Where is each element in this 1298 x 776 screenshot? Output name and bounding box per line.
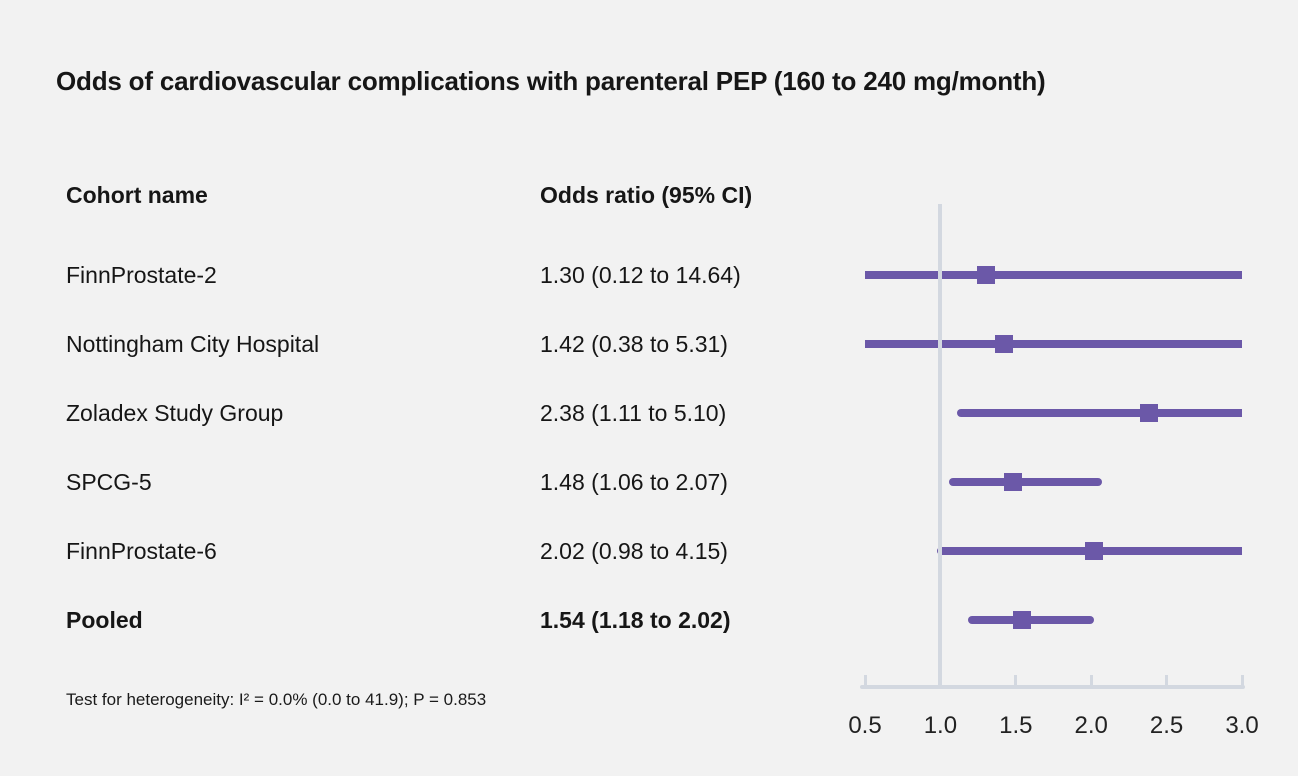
- odds-ratio-marker: [976, 266, 995, 284]
- pooled-estimate-marker: [1012, 611, 1031, 629]
- axis-tick-label: 2.5: [1149, 712, 1184, 739]
- confidence-interval-line: [949, 478, 1102, 486]
- odds-ratio-marker: [1085, 542, 1104, 560]
- x-axis-baseline: [860, 685, 1245, 689]
- axis-tick-mark: [1165, 675, 1169, 686]
- axis-tick-mark: [1014, 675, 1018, 686]
- axis-tick-label: 0.5: [848, 712, 882, 739]
- confidence-interval-line: [956, 409, 1242, 417]
- cohort-name: SPCG-5: [66, 469, 152, 495]
- axis-tick-label: 1.5: [999, 712, 1033, 739]
- axis-tick-label: 1.0: [923, 712, 958, 739]
- cohort-name: FinnProstate-2: [66, 262, 217, 288]
- odds-ratio-value: 1.48 (1.06 to 2.07): [540, 469, 728, 495]
- odds-ratio-value: 1.30 (0.12 to 14.64): [540, 262, 741, 288]
- column-header-cohort: Cohort name: [66, 182, 208, 208]
- column-header-odds-ratio: Odds ratio (95% CI): [540, 182, 753, 208]
- confidence-interval-line: [865, 271, 1242, 279]
- odds-ratio-value: 2.02 (0.98 to 4.15): [540, 538, 728, 564]
- cohort-name: Nottingham City Hospital: [66, 331, 320, 357]
- odds-ratio-marker: [1139, 404, 1158, 422]
- cohort-name: Zoladex Study Group: [66, 400, 284, 426]
- axis-tick-mark: [1089, 675, 1093, 686]
- axis-tick-mark: [863, 675, 867, 686]
- figure-title: Odds of cardiovascular complications wit…: [56, 66, 1046, 96]
- odds-ratio-value: 1.42 (0.38 to 5.31): [540, 331, 728, 357]
- reference-line: [938, 204, 943, 686]
- heterogeneity-footnote: Test for heterogeneity: I² = 0.0% (0.0 t…: [66, 690, 487, 709]
- axis-tick-label: 2.0: [1074, 712, 1108, 739]
- axis-tick-label: 3.0: [1225, 712, 1259, 739]
- cohort-name: Pooled: [66, 607, 143, 633]
- cohort-name: FinnProstate-6: [66, 538, 217, 564]
- confidence-interval-line: [967, 616, 1095, 624]
- odds-ratio-marker: [1003, 473, 1022, 491]
- confidence-interval-line: [865, 340, 1242, 348]
- odds-ratio-marker: [994, 335, 1013, 353]
- odds-ratio-value: 2.38 (1.11 to 5.10): [540, 400, 727, 426]
- odds-ratio-value: 1.54 (1.18 to 2.02): [540, 607, 731, 633]
- axis-tick-mark: [1240, 675, 1244, 686]
